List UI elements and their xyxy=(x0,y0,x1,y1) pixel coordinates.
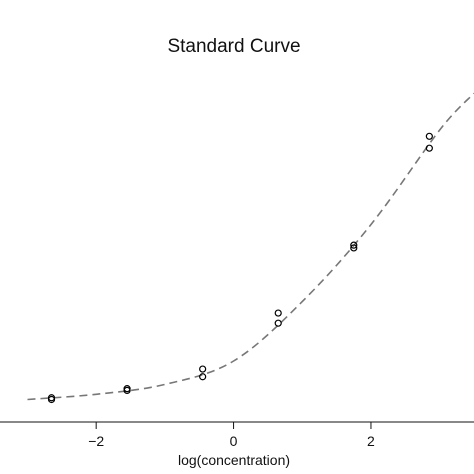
plot-area xyxy=(27,92,474,404)
data-point xyxy=(274,309,282,317)
x-axis-label: log(concentration) xyxy=(178,452,290,468)
data-point xyxy=(47,395,56,404)
x-axis-ticks: −2 0 2 xyxy=(88,422,375,449)
x-tick-label: −2 xyxy=(88,433,104,449)
data-point xyxy=(199,373,207,381)
chart-title: Standard Curve xyxy=(167,36,300,57)
data-point xyxy=(199,365,207,373)
x-tick-label: 0 xyxy=(230,433,238,449)
fitted-curve-line xyxy=(27,92,474,401)
data-point xyxy=(425,144,433,152)
data-point xyxy=(123,386,131,394)
x-tick-label: 2 xyxy=(367,433,375,449)
data-point xyxy=(425,132,433,140)
data-point xyxy=(350,244,358,252)
data-point xyxy=(350,241,358,249)
data-point xyxy=(274,319,282,327)
